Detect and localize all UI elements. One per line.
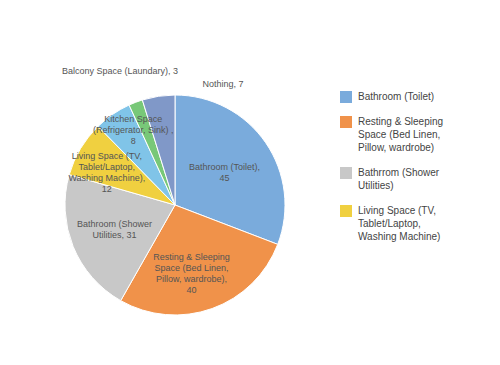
svg-text:Bathroom (ShowerUtilities, 31: Bathroom (ShowerUtilities, 31 bbox=[77, 219, 152, 240]
svg-text:Balcony Space (Laundary), 3: Balcony Space (Laundary), 3 bbox=[62, 66, 178, 76]
svg-text:Nothing, 7: Nothing, 7 bbox=[203, 79, 244, 89]
svg-text:Living Space (TV,Tablet/Laptop: Living Space (TV,Tablet/Laptop,Washing M… bbox=[68, 151, 145, 194]
svg-text:Kitchen Space(Refrigerator, Si: Kitchen Space(Refrigerator, Sink) ,8 bbox=[93, 114, 174, 146]
svg-text:Resting & SleepingSpace (Bed L: Resting & SleepingSpace (Bed Linen,Pillo… bbox=[153, 252, 230, 295]
html-text:Living Space (TV, Tablet/Lapto: Living Space (TV, Tablet/Laptop, Washing… bbox=[358, 205, 441, 242]
html-text:Resting & Sleeping Space (Bed: Resting & Sleeping Space (Bed Linen, Pil… bbox=[358, 116, 444, 153]
svg-text:Bathroom (Toilet),45: Bathroom (Toilet),45 bbox=[189, 162, 260, 183]
html-text:Bathrrom (Shower Utilities): Bathrrom (Shower Utilities) bbox=[358, 167, 440, 191]
html-text:Bathroom (Toilet): Bathroom (Toilet) bbox=[358, 91, 435, 102]
